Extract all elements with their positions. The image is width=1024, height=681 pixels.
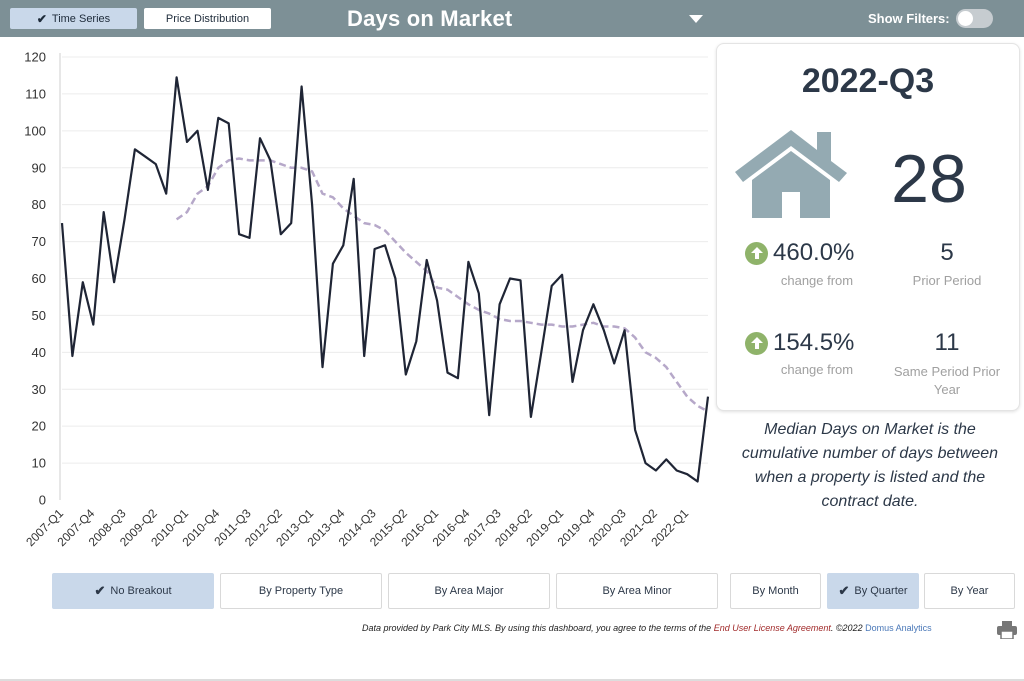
bottom-divider <box>0 679 1024 681</box>
y-tick-label: 60 <box>32 271 46 286</box>
metric-description: Median Days on Market is the cumulative … <box>741 421 999 510</box>
check-icon: ✔ <box>94 583 106 598</box>
y-tick-label: 120 <box>24 50 46 65</box>
by-area-minor-button[interactable]: By Area Minor <box>556 573 718 609</box>
same-period-label: Same Period Prior Year <box>893 364 1001 397</box>
tab-price-distribution[interactable]: Price Distribution <box>144 8 271 29</box>
print-icon[interactable] <box>997 621 1017 639</box>
pct-value: 154.5% <box>773 329 855 356</box>
check-icon: ✔ <box>36 11 47 26</box>
prior-period-label: Prior Period <box>912 273 982 288</box>
pct-caption: change from <box>780 362 854 377</box>
y-tick-label: 30 <box>32 382 46 397</box>
y-tick-label: 20 <box>32 419 46 434</box>
check-icon: ✔ <box>838 583 850 598</box>
period-label: 2022-Q3 <box>801 62 935 100</box>
y-tick-label: 70 <box>32 234 46 249</box>
y-tick-label: 90 <box>32 160 46 175</box>
arrow-up-icon <box>745 331 768 355</box>
by-property-type-button[interactable]: By Property Type <box>220 573 382 609</box>
y-tick-label: 40 <box>32 345 46 360</box>
no-breakout-button[interactable]: ✔ No Breakout <box>52 573 214 609</box>
y-tick-label: 80 <box>32 197 46 212</box>
days-on-market-line <box>60 76 710 483</box>
button-label: By Area Major <box>434 585 504 597</box>
button-label: By Quarter <box>854 585 908 597</box>
tab-label: Price Distribution <box>165 12 250 25</box>
tab-label: Time Series <box>51 12 111 25</box>
house-icon <box>735 130 847 218</box>
toggle-knob <box>958 11 973 26</box>
pct-change-same-period: 154.5% <box>745 329 854 357</box>
footer-text: . ©2022 <box>830 623 866 633</box>
by-month-button[interactable]: By Month <box>730 573 821 609</box>
arrow-up-icon <box>745 241 768 265</box>
kpi-card: 2022-Q3 28 460.0% change from 5 Prior Pe… <box>716 43 1020 411</box>
eula-link[interactable]: End User License Agreement <box>713 623 831 633</box>
y-tick-label: 10 <box>32 456 46 471</box>
button-label: No Breakout <box>110 585 172 597</box>
button-label: By Property Type <box>258 585 344 597</box>
pct-value: 460.0% <box>773 239 855 266</box>
show-filters-label: Show Filters: <box>868 11 950 26</box>
y-tick-label: 110 <box>25 86 46 101</box>
tab-time-series[interactable]: ✔ Time Series <box>10 8 137 29</box>
prior-period-value: 5 <box>940 239 954 266</box>
same-period-value: 11 <box>934 329 960 356</box>
y-tick-label: 0 <box>39 493 46 508</box>
days-on-market-chart: 01020304050607080901001101202007-Q12007-… <box>23 50 710 549</box>
footer-text: Data provided by Park City MLS. By using… <box>362 623 714 633</box>
by-quarter-button[interactable]: ✔ By Quarter <box>827 573 919 609</box>
brand-link[interactable]: Domus Analytics <box>865 623 932 633</box>
y-tick-label: 50 <box>32 308 46 323</box>
by-area-major-button[interactable]: By Area Major <box>388 573 550 609</box>
button-label: By Year <box>950 585 989 597</box>
show-filters-toggle[interactable] <box>956 9 993 28</box>
chevron-down-icon[interactable] <box>689 15 703 23</box>
by-year-button[interactable]: By Year <box>924 573 1015 609</box>
button-label: By Month <box>752 585 799 597</box>
header-bar: ✔ Time Series Price Distribution Days on… <box>0 0 1024 37</box>
pct-change-prior-period: 460.0% <box>745 239 854 267</box>
page-title: Days on Market <box>347 6 513 31</box>
footer-disclaimer: Data provided by Park City MLS. By using… <box>362 623 932 633</box>
button-label: By Area Minor <box>602 585 672 597</box>
y-tick-label: 100 <box>24 123 46 138</box>
current-value: 28 <box>891 141 967 217</box>
pct-caption: change from <box>780 273 854 288</box>
